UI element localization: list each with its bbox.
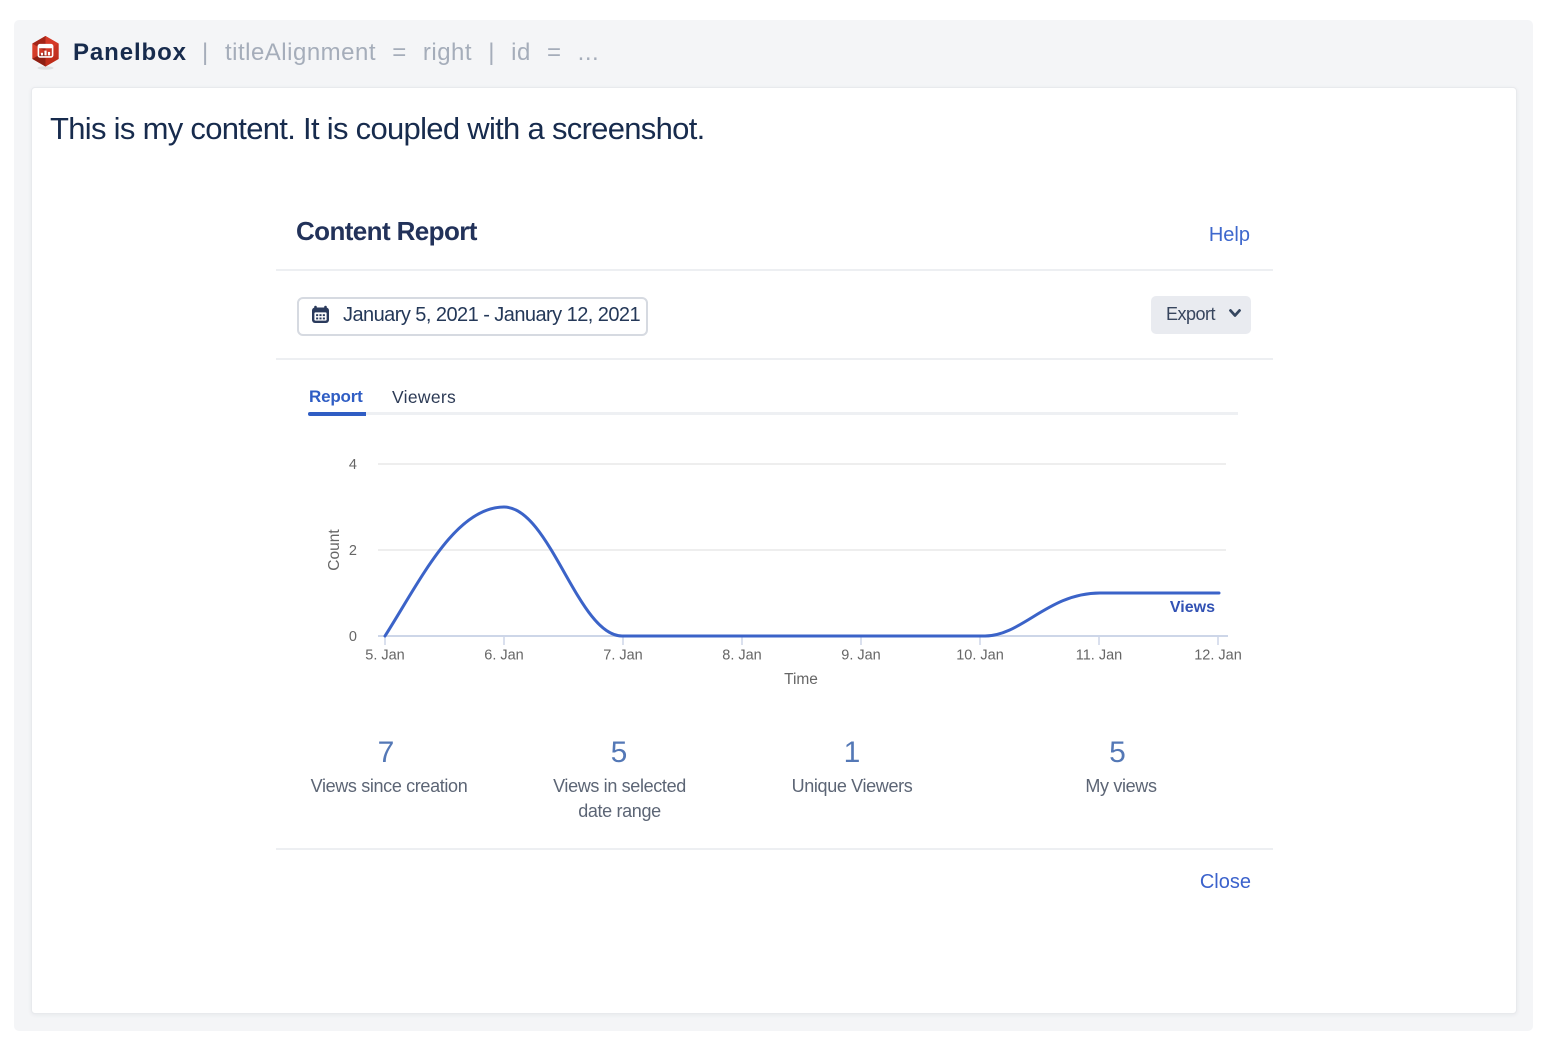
- svg-text:4: 4: [349, 457, 357, 473]
- svg-text:Count: Count: [326, 529, 343, 571]
- svg-text:10. Jan: 10. Jan: [956, 648, 1004, 664]
- svg-text:8. Jan: 8. Jan: [722, 648, 762, 664]
- svg-text:5. Jan: 5. Jan: [365, 648, 405, 664]
- svg-text:9. Jan: 9. Jan: [841, 648, 881, 664]
- svg-text:Time: Time: [784, 671, 818, 688]
- svg-text:7. Jan: 7. Jan: [603, 648, 643, 664]
- svg-text:11. Jan: 11. Jan: [1076, 648, 1123, 664]
- svg-text:0: 0: [349, 629, 357, 645]
- svg-text:6. Jan: 6. Jan: [484, 648, 524, 664]
- svg-text:2: 2: [349, 543, 357, 559]
- svg-text:12. Jan: 12. Jan: [1194, 648, 1242, 664]
